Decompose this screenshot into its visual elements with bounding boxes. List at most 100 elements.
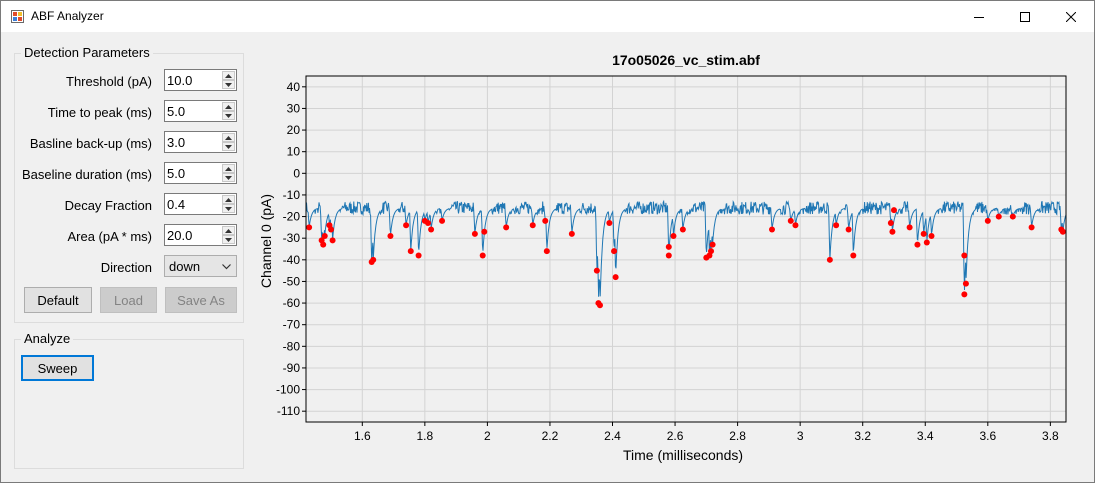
event-marker: [890, 207, 897, 214]
y-tick-label: -110: [277, 404, 300, 418]
x-tick-label: 3.2: [854, 429, 871, 443]
area-spin-up[interactable]: [222, 226, 235, 235]
event-marker: [665, 252, 672, 259]
spin-down-icon: [225, 113, 232, 118]
event-marker: [920, 230, 927, 237]
event-marker: [612, 274, 619, 281]
event-marker: [708, 248, 715, 255]
threshold-input[interactable]: 10.0: [164, 69, 237, 91]
baseline-backup-spin-down[interactable]: [222, 142, 235, 151]
y-tick-label: -30: [283, 231, 301, 245]
event-marker: [962, 280, 969, 287]
baseline-duration-value: 5.0: [167, 166, 186, 181]
default-button[interactable]: Default: [24, 287, 92, 313]
x-tick-label: 2.6: [667, 429, 684, 443]
load-button[interactable]: Load: [100, 287, 157, 313]
x-tick-label: 2: [484, 429, 491, 443]
y-tick-label: -60: [283, 296, 301, 310]
time-to-peak-input[interactable]: 5.0: [164, 100, 237, 122]
abf-app-icon: [11, 10, 24, 23]
spin-up-icon: [225, 197, 232, 202]
decay-fraction-spin-up[interactable]: [222, 195, 235, 204]
event-marker: [428, 226, 435, 233]
event-marker: [1059, 228, 1066, 235]
area-spin-down[interactable]: [222, 235, 235, 244]
spin-up-icon: [225, 104, 232, 109]
y-tick-label: -10: [283, 188, 301, 202]
event-marker: [1028, 224, 1035, 231]
event-marker: [826, 256, 833, 263]
baseline-duration-input[interactable]: 5.0: [164, 162, 237, 184]
event-marker: [320, 241, 327, 248]
y-tick-label: 30: [287, 101, 301, 115]
y-tick-label: 10: [287, 145, 301, 159]
spin-up-icon: [225, 135, 232, 140]
y-tick-label: -20: [283, 210, 301, 224]
event-marker: [961, 291, 968, 298]
threshold-spin-up[interactable]: [222, 71, 235, 80]
event-marker: [503, 224, 510, 231]
x-tick-label: 2.4: [604, 429, 621, 443]
event-marker: [923, 239, 930, 246]
analyze-group: Analyze: [14, 331, 244, 469]
event-marker: [679, 226, 686, 233]
decay-fraction-label: Decay Fraction: [64, 198, 152, 213]
baseline-duration-spin-up[interactable]: [222, 164, 235, 173]
direction-value: down: [169, 259, 201, 274]
event-marker: [387, 233, 394, 240]
chart-x-label: Time (milliseconds): [623, 447, 743, 463]
event-marker: [906, 224, 913, 231]
spin-down-icon: [225, 237, 232, 242]
time-to-peak-spin-down[interactable]: [222, 111, 235, 120]
chevron-down-icon: [222, 264, 231, 270]
event-marker: [596, 302, 603, 309]
y-tick-label: -50: [283, 274, 301, 288]
x-tick-label: 2.2: [542, 429, 559, 443]
event-marker: [407, 248, 414, 255]
event-marker: [611, 248, 618, 255]
save-as-button[interactable]: Save As: [165, 287, 237, 313]
event-marker: [995, 213, 1002, 220]
y-tick-label: -100: [276, 383, 300, 397]
spin-up-icon: [225, 73, 232, 78]
event-marker: [543, 248, 550, 255]
event-marker: [850, 252, 857, 259]
minimize-button[interactable]: [956, 1, 1002, 32]
event-marker: [328, 226, 335, 233]
baseline-backup-value: 3.0: [167, 135, 186, 150]
event-marker: [329, 237, 336, 244]
event-marker: [306, 224, 313, 231]
direction-select[interactable]: down: [164, 255, 237, 277]
y-tick-label: -70: [283, 318, 301, 332]
event-marker: [424, 220, 431, 227]
threshold-value: 10.0: [167, 73, 193, 88]
area-input[interactable]: 20.0: [164, 224, 237, 246]
time-to-peak-spin-up[interactable]: [222, 102, 235, 111]
decay-fraction-value: 0.4: [167, 197, 186, 212]
baseline-backup-input[interactable]: 3.0: [164, 131, 237, 153]
event-marker: [889, 228, 896, 235]
sweep-button[interactable]: Sweep: [21, 355, 94, 381]
y-tick-label: -80: [283, 339, 301, 353]
event-marker: [606, 220, 613, 227]
baseline-duration-spin-down[interactable]: [222, 173, 235, 182]
decay-fraction-spin-down[interactable]: [222, 204, 235, 213]
baseline-backup-spin-up[interactable]: [222, 133, 235, 142]
minimize-icon: [974, 16, 984, 18]
maximize-icon: [1020, 11, 1030, 22]
event-marker: [769, 226, 776, 233]
maximize-button[interactable]: [1002, 1, 1048, 32]
analyze-title: Analyze: [21, 331, 74, 346]
y-tick-label: 0: [293, 166, 300, 180]
threshold-spin-down[interactable]: [222, 80, 235, 89]
spin-down-icon: [225, 144, 232, 149]
close-button[interactable]: [1048, 1, 1094, 32]
event-marker: [665, 243, 672, 250]
threshold-label: Threshold (pA): [66, 74, 152, 89]
plot-area: [305, 75, 1067, 423]
event-marker: [370, 256, 377, 263]
baseline-duration-label: Baseline duration (ms): [21, 167, 152, 182]
decay-fraction-input[interactable]: 0.4: [164, 193, 237, 215]
x-tick-label: 3: [797, 429, 804, 443]
event-marker: [593, 267, 600, 274]
